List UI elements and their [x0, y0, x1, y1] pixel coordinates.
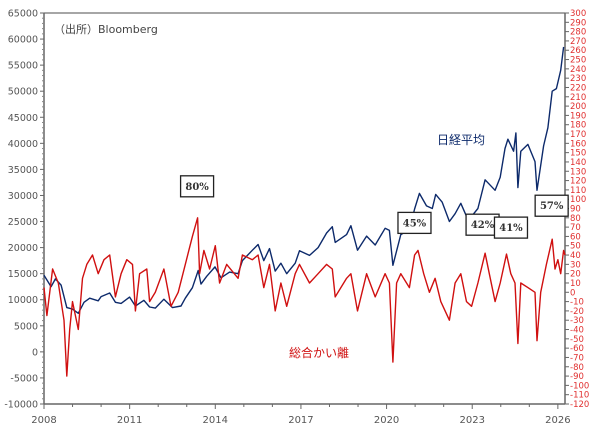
right-tick-label: -40 [570, 326, 584, 336]
right-tick-label: -60 [570, 344, 584, 354]
right-tick-label: 200 [570, 102, 586, 112]
right-tick-label: 120 [570, 177, 586, 187]
nikkei-series-label: 日経平均 [437, 133, 485, 147]
right-tick-label: 20 [570, 270, 581, 280]
right-tick-label: 290 [570, 18, 586, 28]
left-tick-label: 30000 [8, 191, 38, 202]
x-tick-label: 2017 [288, 415, 313, 426]
right-tick-label: 40 [570, 251, 581, 261]
annotation-box [493, 216, 529, 239]
right-tick-label: 70 [570, 223, 581, 233]
right-tick-label: 300 [570, 9, 586, 19]
right-tick-label: -90 [570, 372, 584, 382]
right-tick-label: 160 [570, 139, 586, 149]
left-tick-label: 20000 [8, 243, 38, 254]
right-tick-label: 170 [570, 130, 586, 140]
right-tick-label: -80 [570, 363, 584, 373]
x-tick-label: 2020 [374, 415, 399, 426]
right-tick-label: 250 [570, 56, 586, 66]
x-tick-label: 2014 [203, 415, 228, 426]
left-tick-label: 5000 [14, 321, 38, 332]
annotation-box [397, 211, 432, 235]
right-tick-label: 180 [570, 121, 586, 131]
divergence-line [43, 217, 566, 377]
annotation-label: 45% [403, 218, 427, 229]
right-tick-label: 220 [570, 83, 586, 93]
annotation-box [534, 194, 569, 217]
left-tick-label: 40000 [8, 139, 38, 150]
right-tick-label: 0 [570, 288, 575, 298]
right-tick-label: -20 [570, 307, 584, 317]
x-tick-label: 2023 [459, 415, 484, 426]
annotation-label: 80% [185, 182, 209, 193]
annotation-label: 42% [471, 220, 495, 231]
left-tick-label: -5000 [10, 373, 38, 384]
left-tick-label: 60000 [8, 35, 38, 46]
left-tick-label: 55000 [8, 61, 38, 72]
left-tick-label: 15000 [8, 269, 38, 280]
right-tick-label: 270 [570, 37, 586, 47]
right-tick-label: -10 [570, 298, 584, 308]
left-tick-label: -10000 [4, 400, 38, 411]
annotation-box [179, 175, 215, 198]
right-tick-label: -100 [570, 381, 589, 391]
divergence-series-label: 総合かい離 [289, 345, 349, 360]
left-tick-label: 0 [32, 347, 38, 358]
right-tick-label: -120 [570, 400, 589, 410]
x-tick-label: 2026 [545, 415, 570, 426]
right-tick-label: 130 [570, 167, 586, 177]
x-tick-label: 2011 [117, 415, 142, 426]
source-note: （出所）Bloomberg [54, 22, 158, 36]
right-tick-label: -30 [570, 316, 584, 326]
right-tick-label: 10 [570, 279, 581, 289]
left-tick-label: 50000 [8, 87, 38, 98]
right-tick-label: 50 [570, 242, 581, 252]
right-tick-label: -70 [570, 353, 584, 363]
left-tick-label: 25000 [8, 217, 38, 228]
annotation-label: 57% [540, 201, 564, 212]
right-tick-label: 80 [570, 214, 581, 224]
right-tick-label: -110 [570, 391, 589, 401]
nikkei-line [43, 46, 565, 314]
right-tick-label: 240 [570, 65, 586, 75]
right-tick-label: 190 [570, 111, 586, 121]
x-tick-label: 2008 [31, 415, 56, 426]
left-tick-label: 65000 [8, 9, 38, 20]
right-tick-label: 150 [570, 149, 586, 159]
left-tick-label: 35000 [8, 165, 38, 176]
right-tick-label: -50 [570, 335, 584, 345]
right-tick-label: 30 [570, 260, 581, 270]
right-tick-label: 110 [570, 186, 586, 196]
left-tick-label: 10000 [8, 295, 38, 306]
right-tick-label: 230 [570, 74, 586, 84]
right-tick-label: 140 [570, 158, 586, 168]
right-tick-label: 90 [570, 205, 581, 215]
right-tick-label: 60 [570, 232, 581, 242]
left-tick-label: 45000 [8, 113, 38, 124]
right-tick-label: 210 [570, 93, 586, 103]
right-tick-label: 260 [570, 46, 586, 56]
annotation-label: 41% [499, 223, 523, 234]
right-tick-label: 100 [570, 195, 586, 205]
right-tick-label: 280 [570, 28, 586, 38]
